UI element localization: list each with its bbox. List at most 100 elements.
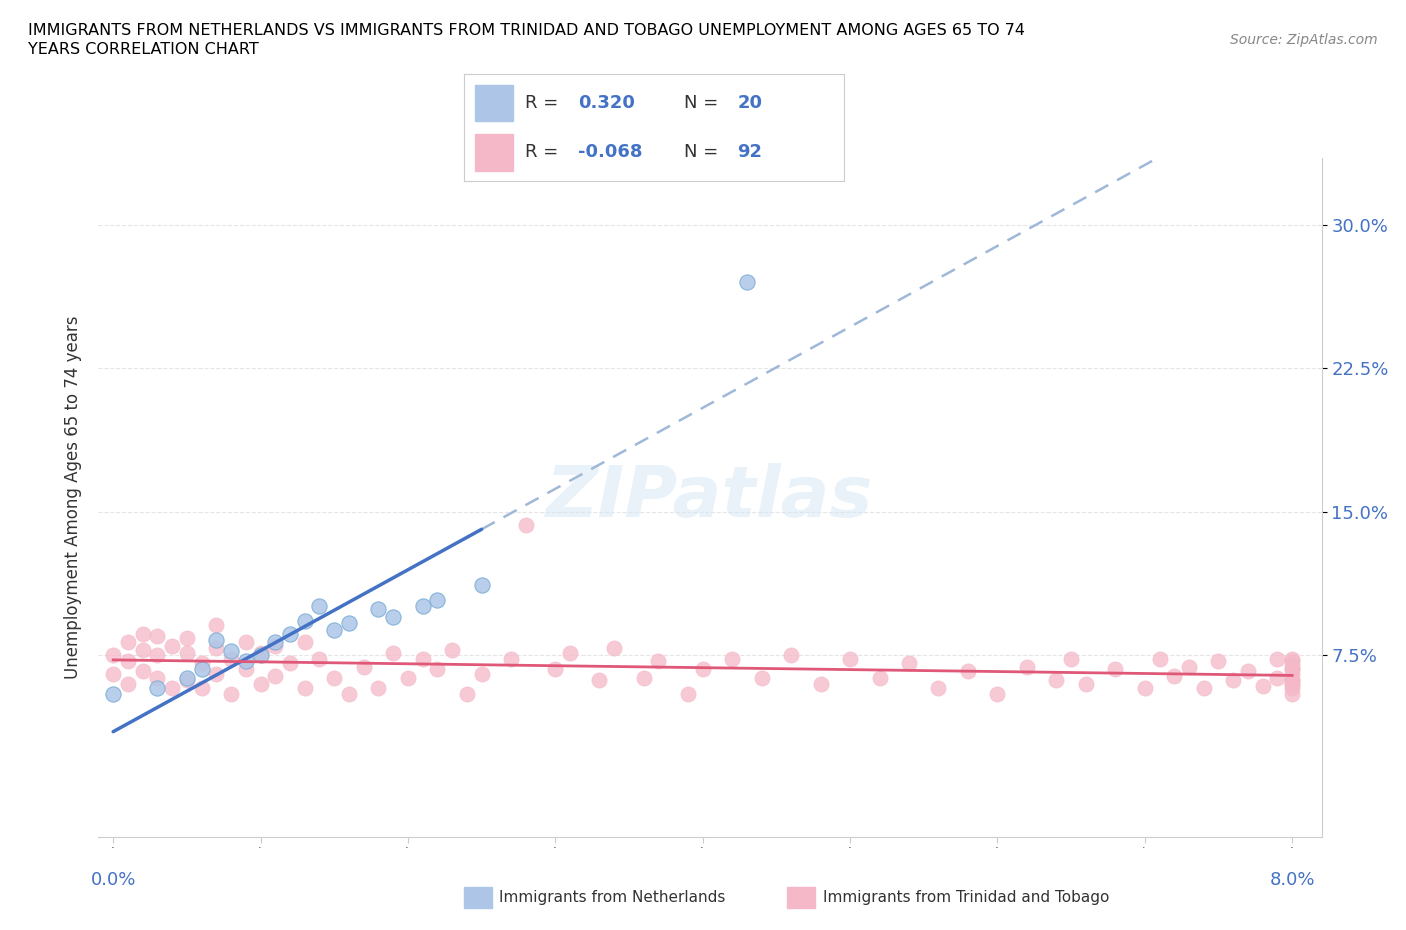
Point	[146, 629, 169, 644]
Point	[1267, 671, 1289, 685]
Bar	[475, 85, 513, 122]
Y-axis label: Unemployment Among Ages 65 to 74 years: Unemployment Among Ages 65 to 74 years	[63, 316, 82, 679]
Point	[544, 661, 567, 676]
Point	[294, 681, 316, 696]
Point	[190, 681, 212, 696]
Point	[441, 642, 464, 657]
Point	[1281, 652, 1303, 667]
Bar	[475, 134, 513, 171]
Point	[810, 676, 832, 691]
Point	[1163, 669, 1185, 684]
Point	[735, 275, 758, 290]
Point	[219, 644, 242, 659]
Text: 0.320: 0.320	[578, 94, 634, 113]
Point	[412, 652, 434, 667]
Text: 92: 92	[737, 143, 762, 162]
Point	[558, 646, 581, 661]
Point	[898, 656, 921, 671]
Point	[235, 661, 257, 676]
Point	[1045, 672, 1067, 687]
Point	[382, 610, 405, 625]
Point	[1281, 676, 1303, 691]
Point	[146, 671, 169, 685]
Point	[101, 667, 124, 682]
Point	[308, 598, 330, 613]
Point	[1281, 667, 1303, 682]
Point	[1104, 661, 1126, 676]
Text: Immigrants from Netherlands: Immigrants from Netherlands	[499, 890, 725, 905]
Point	[499, 652, 522, 667]
Point	[633, 671, 655, 685]
Point	[176, 631, 198, 645]
Point	[278, 627, 301, 642]
Point	[456, 686, 478, 701]
Point	[176, 671, 198, 685]
Point	[927, 681, 949, 696]
Point	[1178, 659, 1201, 674]
Point	[337, 616, 360, 631]
Point	[131, 627, 153, 642]
Point	[205, 632, 228, 647]
Text: Immigrants from Trinidad and Tobago: Immigrants from Trinidad and Tobago	[823, 890, 1109, 905]
Text: R =: R =	[524, 143, 564, 162]
Point	[692, 661, 714, 676]
Point	[412, 598, 434, 613]
Point	[1281, 681, 1303, 696]
Point	[396, 671, 419, 685]
Text: N =: N =	[685, 94, 724, 113]
Point	[1015, 659, 1038, 674]
Point	[131, 642, 153, 657]
Text: 20: 20	[737, 94, 762, 113]
Point	[1281, 686, 1303, 701]
Point	[603, 640, 626, 655]
Point	[1060, 652, 1083, 667]
Point	[1281, 654, 1303, 669]
Text: N =: N =	[685, 143, 724, 162]
Point	[235, 634, 257, 649]
Point	[176, 672, 198, 687]
Point	[676, 686, 699, 701]
Point	[367, 681, 389, 696]
Point	[176, 646, 198, 661]
Point	[117, 654, 139, 669]
Point	[146, 648, 169, 663]
Point	[308, 652, 330, 667]
Point	[1074, 676, 1097, 691]
Text: ZIPatlas: ZIPatlas	[547, 463, 873, 532]
Point	[101, 648, 124, 663]
Point	[471, 578, 494, 592]
Point	[264, 669, 287, 684]
Point	[1281, 661, 1303, 676]
Point	[471, 667, 494, 682]
Point	[190, 661, 212, 676]
Text: 0.0%: 0.0%	[90, 871, 136, 889]
Point	[986, 686, 1008, 701]
Point	[1281, 672, 1303, 687]
Point	[278, 656, 301, 671]
Point	[1133, 681, 1156, 696]
Point	[117, 634, 139, 649]
Text: -0.068: -0.068	[578, 143, 643, 162]
Point	[1267, 652, 1289, 667]
Point	[367, 602, 389, 617]
Point	[249, 646, 271, 661]
Point	[205, 667, 228, 682]
Point	[264, 638, 287, 653]
Point	[353, 659, 375, 674]
Point	[1208, 654, 1230, 669]
Point	[249, 648, 271, 663]
Point	[382, 646, 405, 661]
Point	[956, 663, 979, 678]
Point	[160, 681, 183, 696]
Point	[294, 614, 316, 629]
Point	[131, 663, 153, 678]
Point	[323, 671, 346, 685]
Point	[117, 676, 139, 691]
Point	[869, 671, 891, 685]
Text: IMMIGRANTS FROM NETHERLANDS VS IMMIGRANTS FROM TRINIDAD AND TOBAGO UNEMPLOYMENT : IMMIGRANTS FROM NETHERLANDS VS IMMIGRANT…	[28, 23, 1025, 38]
Point	[101, 686, 124, 701]
Point	[219, 652, 242, 667]
Point	[1222, 672, 1244, 687]
Point	[1237, 663, 1260, 678]
Point	[721, 652, 744, 667]
